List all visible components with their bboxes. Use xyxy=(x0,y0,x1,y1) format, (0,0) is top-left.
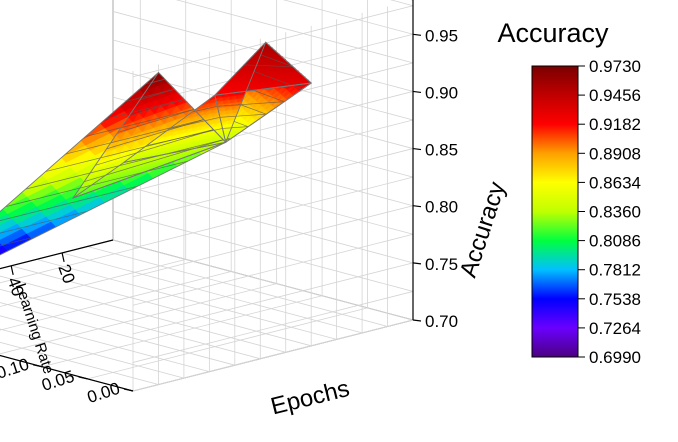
colorbar-label: 0.8634 xyxy=(589,173,641,192)
colorbar-gradient xyxy=(532,66,578,357)
colorbar-label: 0.7538 xyxy=(589,290,641,309)
z-axis-title: Accuracy xyxy=(455,179,511,281)
colorbar-label: 0.6990 xyxy=(589,348,641,367)
colorbar-label: 0.7264 xyxy=(589,319,641,338)
z-tick-label: 0.95 xyxy=(425,26,458,45)
y-tick-label: 0.00 xyxy=(85,379,122,407)
colorbar: 0.9730 0.9456 0.9182 0.8908 0.8634 0.8360 0.80… xyxy=(532,57,641,367)
x-axis-title: Epochs xyxy=(268,375,352,421)
y-tick-label: 0.10 xyxy=(0,355,31,383)
colorbar-label: 0.8360 xyxy=(589,203,641,222)
z-tick-label: 0.70 xyxy=(425,312,458,331)
z-tick-label: 0.85 xyxy=(425,141,458,160)
colorbar-label: 0.9456 xyxy=(589,86,641,105)
colorbar-title: Accuracy xyxy=(497,18,609,48)
z-axis-tick xyxy=(413,91,421,92)
z-tick-label: 0.80 xyxy=(425,198,458,217)
z-tick-label: 0.75 xyxy=(425,255,458,274)
colorbar-label: 0.9182 xyxy=(589,115,641,134)
z-axis-tick xyxy=(413,263,421,264)
z-axis-tick xyxy=(413,206,421,207)
z-axis-tick xyxy=(413,34,421,35)
z-axis-tick xyxy=(413,149,421,150)
colorbar-label: 0.9730 xyxy=(589,57,641,76)
colorbar-label: 0.7812 xyxy=(589,261,641,280)
z-tick-label: 0.90 xyxy=(425,83,458,102)
colorbar-label: 0.8086 xyxy=(589,232,641,251)
z-axis-tick xyxy=(413,320,421,321)
colorbar-label: 0.8908 xyxy=(589,144,641,163)
